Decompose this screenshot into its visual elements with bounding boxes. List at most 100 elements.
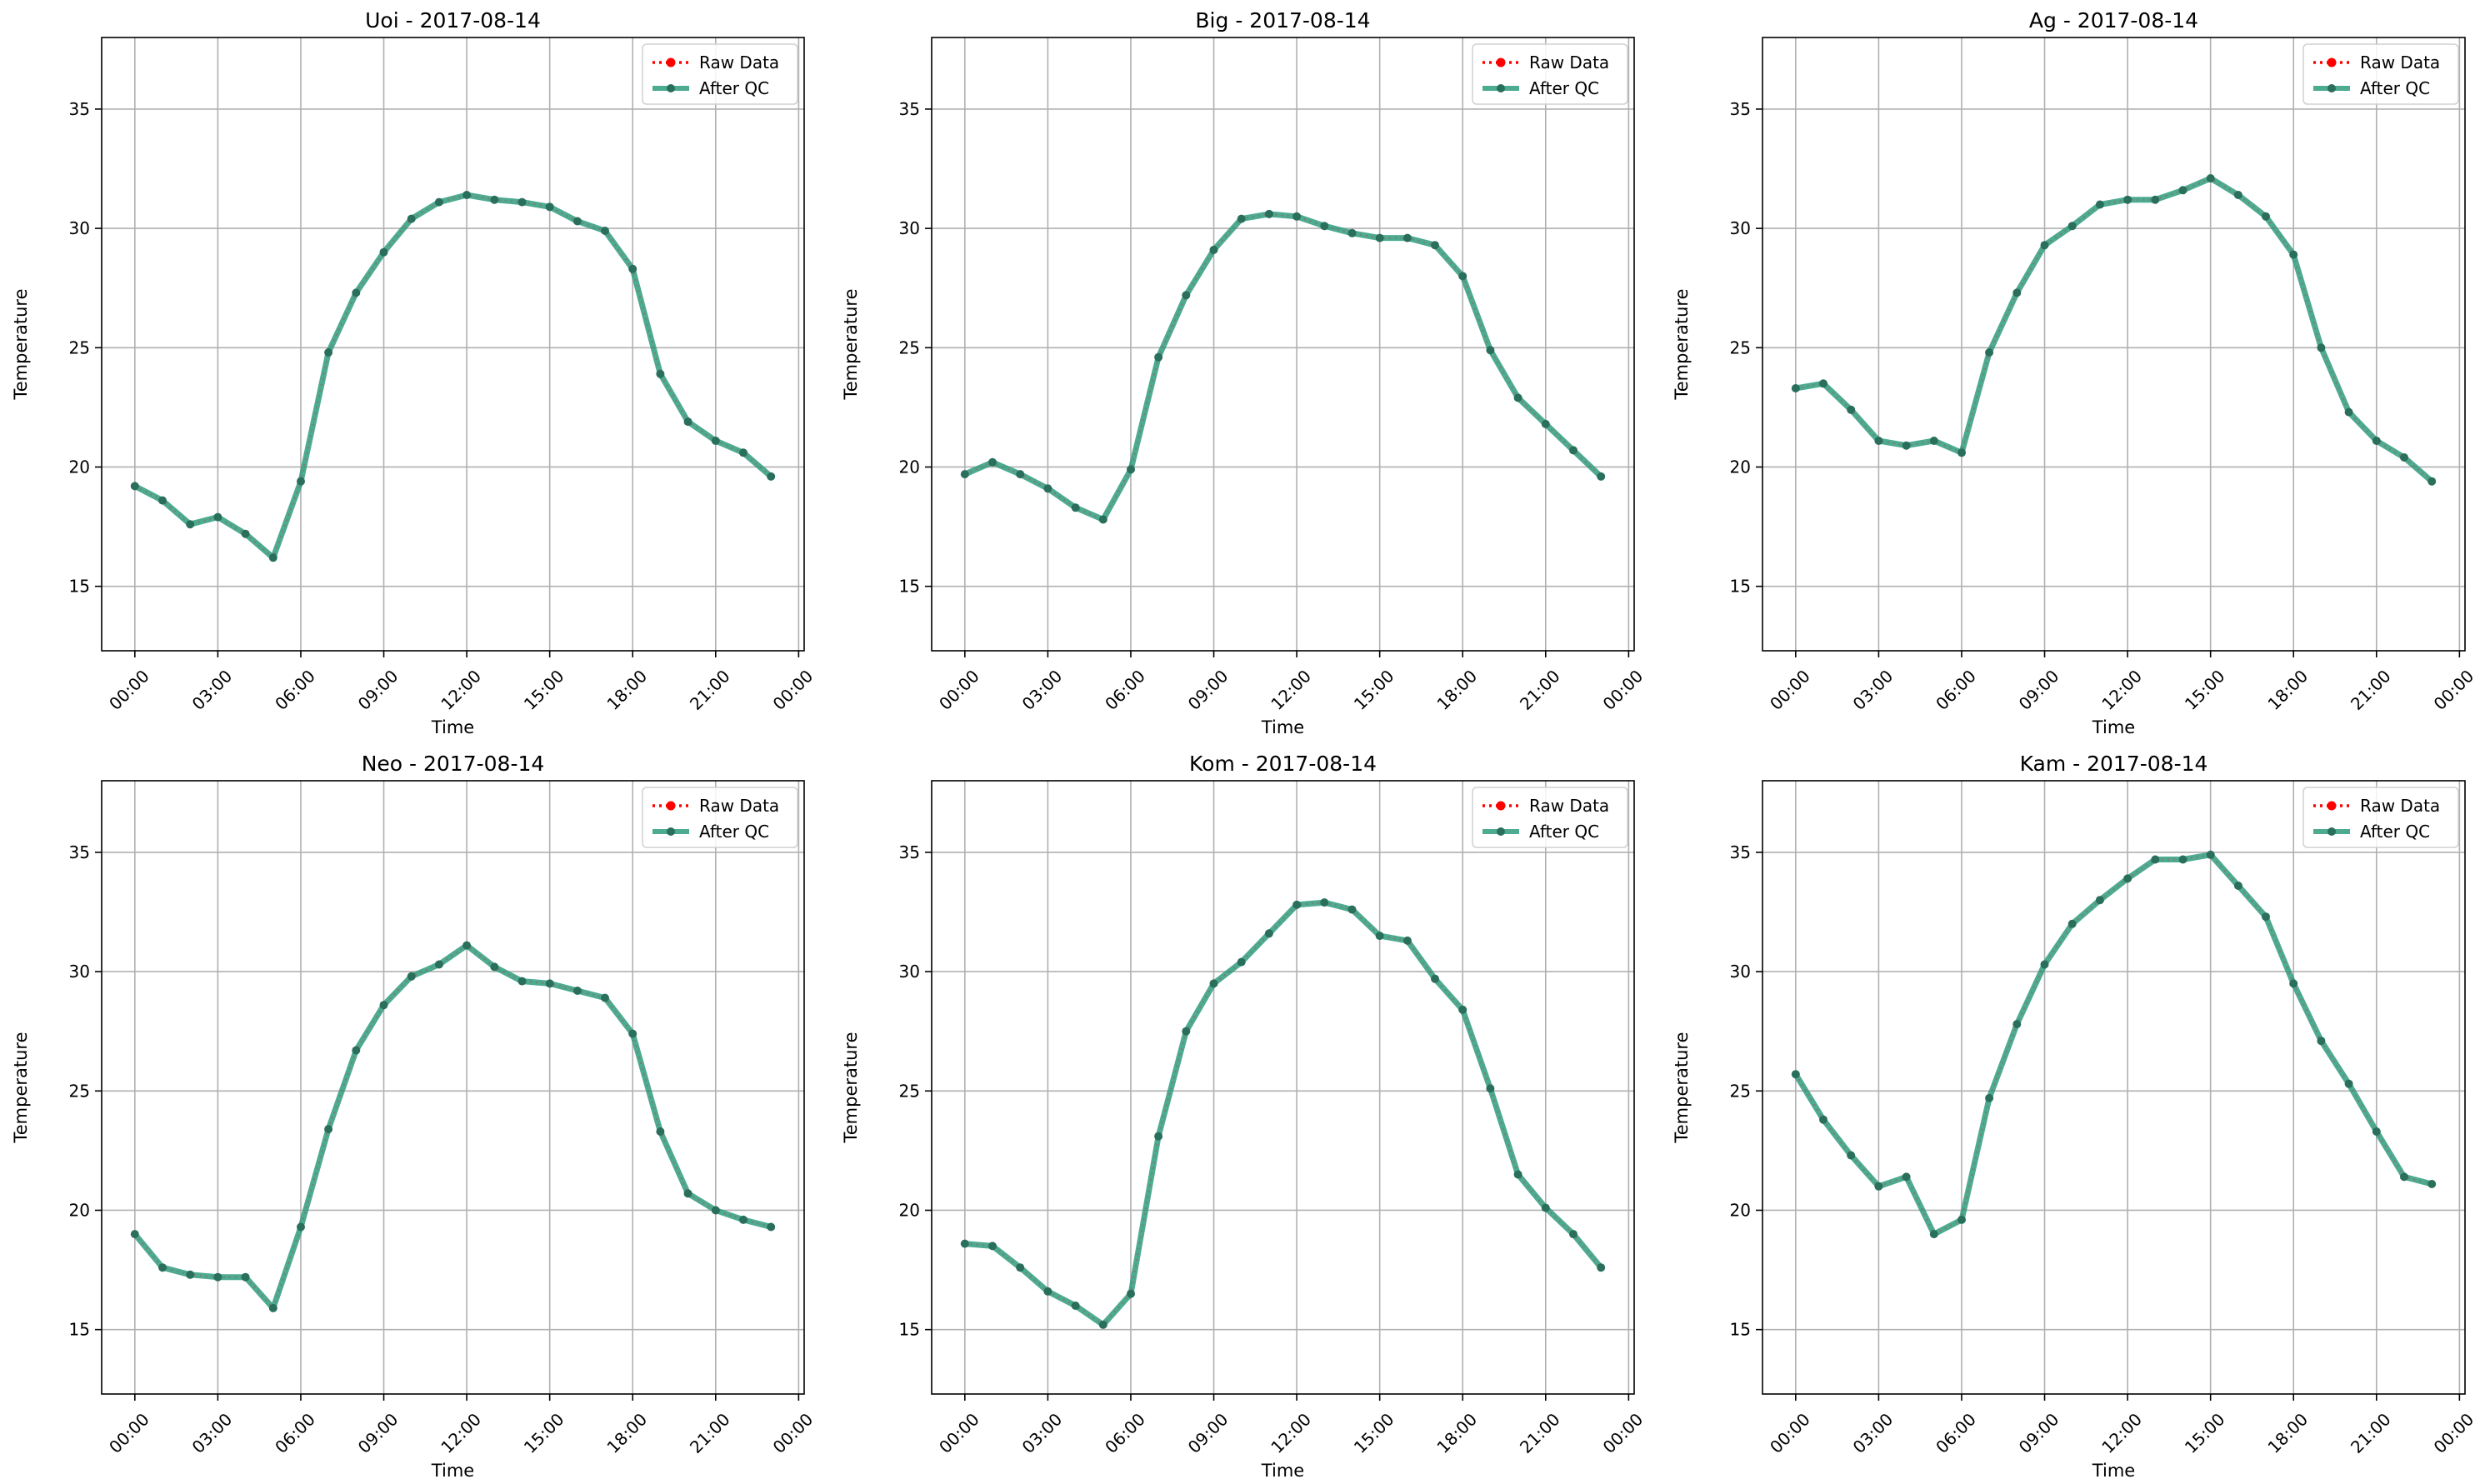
- after-qc-point: [2233, 191, 2242, 199]
- after-qc-point: [490, 962, 499, 972]
- after-qc-point: [1513, 1170, 1522, 1179]
- after-qc-point: [960, 470, 969, 479]
- x-tick-label: 15:00: [520, 666, 568, 714]
- after-qc-point: [1486, 346, 1495, 355]
- x-tick-label: 15:00: [520, 1409, 568, 1457]
- after-qc-point: [130, 1230, 139, 1239]
- after-qc-point: [2428, 477, 2437, 486]
- after-qc-point: [2012, 288, 2022, 297]
- after-qc-point: [1486, 1084, 1495, 1093]
- x-tick-label: 00:00: [935, 1409, 983, 1457]
- chart-title: Ag - 2017-08-14: [2029, 8, 2198, 32]
- after-qc-point: [601, 993, 609, 1002]
- y-tick-label: 30: [1730, 962, 1751, 982]
- after-qc-point: [628, 1029, 638, 1038]
- y-tick-label: 35: [899, 842, 920, 862]
- after-qc-point: [324, 1125, 333, 1134]
- x-tick-label: 03:00: [188, 1409, 237, 1457]
- x-tick-label: 00:00: [1766, 666, 1814, 714]
- after-qc-point: [1154, 1132, 1163, 1141]
- after-qc-point: [1902, 441, 1911, 450]
- after-qc-point: [1320, 222, 1329, 231]
- legend-qc-marker: [1497, 827, 1505, 836]
- x-tick-label: 12:00: [2098, 1409, 2146, 1457]
- after-qc-point: [130, 482, 139, 491]
- x-axis-label: Time: [1261, 1461, 1304, 1481]
- after-qc-point: [186, 1270, 195, 1279]
- after-qc-point: [1431, 241, 1439, 250]
- x-tick-label: 15:00: [1350, 1409, 1398, 1457]
- after-qc-point: [2206, 174, 2215, 182]
- after-qc-point: [1985, 1093, 1994, 1102]
- y-tick-label: 15: [69, 1320, 90, 1340]
- x-axis-label: Time: [2092, 1461, 2135, 1481]
- after-qc-point: [379, 1001, 388, 1010]
- x-tick-label: 09:00: [354, 1409, 402, 1457]
- y-tick-label: 20: [899, 457, 920, 477]
- after-qc-point: [1847, 405, 1856, 414]
- legend-qc-label: After QC: [2360, 78, 2430, 98]
- panel-3: 00:00 03:00 06:00 09:00 12:00 15:00 18:00 21:00…: [11, 752, 817, 1481]
- after-qc-point: [2206, 850, 2215, 859]
- legend: Raw Data After QC: [642, 43, 798, 105]
- after-qc-point: [2428, 1180, 2437, 1188]
- after-qc-point: [711, 437, 720, 445]
- x-tick-label: 12:00: [2098, 666, 2146, 714]
- panel-0: 00:00 03:00 06:00 09:00 12:00 15:00 18:00 21:00…: [11, 8, 817, 737]
- legend-qc-label: After QC: [2360, 822, 2430, 842]
- after-qc-point: [1458, 272, 1468, 281]
- x-tick-label: 00:00: [1766, 1409, 1814, 1457]
- after-qc-point: [767, 1222, 776, 1232]
- after-qc-point: [1127, 1289, 1135, 1298]
- after-qc-point: [352, 288, 361, 297]
- legend-raw-label: Raw Data: [699, 796, 779, 816]
- after-qc-point: [1791, 1070, 1800, 1079]
- x-tick-label: 06:00: [271, 666, 319, 714]
- y-tick-label: 35: [899, 99, 920, 119]
- x-axis-label: Time: [431, 1461, 474, 1481]
- after-qc-point: [656, 369, 665, 378]
- chart-title: Big - 2017-08-14: [1195, 8, 1370, 32]
- after-qc-point: [2344, 407, 2353, 417]
- x-axis-label: Time: [1261, 717, 1304, 737]
- after-qc-point: [1098, 515, 1108, 524]
- x-tick-label: 00:00: [1599, 666, 1648, 714]
- after-qc-point: [572, 987, 582, 995]
- after-qc-point: [324, 348, 333, 357]
- after-qc-point: [1458, 1005, 1468, 1014]
- y-axis-label: Temperature: [1672, 288, 1692, 400]
- after-qc-point: [1431, 974, 1439, 983]
- legend-raw-label: Raw Data: [1529, 52, 1609, 72]
- after-qc-point: [1182, 291, 1191, 300]
- after-qc-point: [1016, 470, 1025, 479]
- x-tick-label: 21:00: [2347, 1409, 2395, 1457]
- x-tick-label: 00:00: [1599, 1409, 1648, 1457]
- y-tick-label: 15: [69, 577, 90, 597]
- after-qc-point: [1541, 419, 1550, 428]
- after-qc-point: [1958, 448, 1966, 457]
- after-qc-line: [1792, 175, 2435, 485]
- y-tick-label: 15: [1730, 577, 1751, 597]
- y-tick-label: 35: [1730, 842, 1751, 862]
- after-qc-point: [628, 264, 638, 273]
- after-qc-point: [158, 496, 167, 505]
- legend-qc-label: After QC: [699, 78, 769, 98]
- after-qc-point: [2068, 919, 2077, 928]
- raw-data-line: [1794, 853, 2432, 1236]
- after-qc-point: [2262, 912, 2270, 922]
- after-qc-point: [1071, 503, 1080, 512]
- panel-1: 00:00 03:00 06:00 09:00 12:00 15:00 18:00 21:00…: [841, 8, 1647, 737]
- after-qc-point: [1402, 936, 1412, 945]
- after-qc-point: [767, 472, 776, 481]
- x-tick-label: 00:00: [105, 1409, 153, 1457]
- legend-raw-label: Raw Data: [2360, 796, 2440, 816]
- after-qc-point: [1071, 1302, 1080, 1310]
- x-tick-label: 21:00: [686, 1409, 734, 1457]
- raw-data-line: [964, 212, 1602, 521]
- x-tick-label: 06:00: [1932, 1409, 1980, 1457]
- after-qc-point: [2372, 437, 2381, 445]
- after-qc-point: [1348, 228, 1357, 237]
- y-tick-label: 15: [1730, 1320, 1751, 1340]
- legend-raw-marker: [2327, 57, 2337, 67]
